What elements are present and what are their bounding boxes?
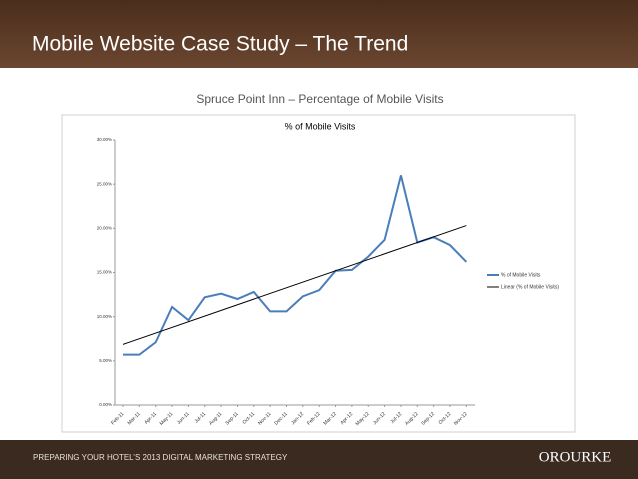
y-tick-label: 30.00% <box>97 137 112 142</box>
y-tick-label: 0.00% <box>99 402 112 407</box>
footer-text: PREPARING YOUR HOTEL’S 2013 DIGITAL MARK… <box>33 453 288 462</box>
slide-title: Mobile Website Case Study – The Trend <box>32 33 408 56</box>
y-tick-label: 20.00% <box>97 226 112 231</box>
y-tick-label: 5.00% <box>99 358 112 363</box>
legend-label: Linear (% of Mobile Visits) <box>501 284 559 290</box>
chart-subtitle: Spruce Point Inn – Percentage of Mobile … <box>196 92 443 106</box>
footer-band <box>0 440 638 479</box>
y-tick-label: 15.00% <box>97 270 112 275</box>
y-tick-label: 10.00% <box>97 314 112 319</box>
trendline <box>122 225 467 345</box>
legend-label: % of Mobile Visits <box>501 272 541 278</box>
chart-title: % of Mobile Visits <box>285 121 356 131</box>
chart-frame <box>61 114 576 433</box>
data-line <box>123 175 468 356</box>
header-band <box>0 0 638 68</box>
logo: OROURKE <box>539 449 612 465</box>
y-tick-label: 25.00% <box>97 181 112 186</box>
